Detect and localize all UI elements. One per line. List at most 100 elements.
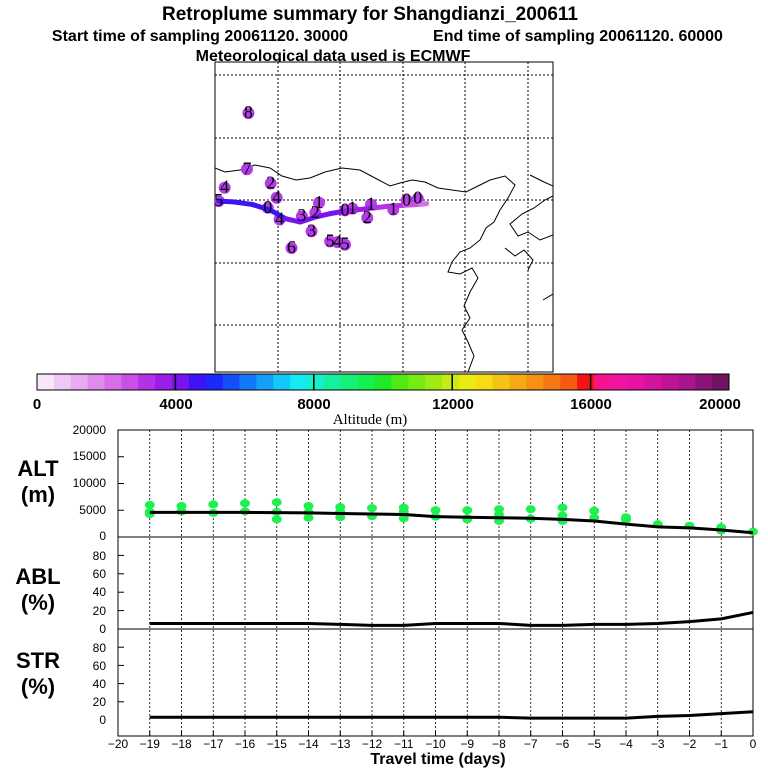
met-data-label: Meteorological data used is ECMWF [196, 48, 471, 65]
colorbar-segment [70, 374, 89, 390]
colorbar-title: Altitude (m) [333, 412, 408, 428]
colorbar-segment [593, 374, 612, 390]
colorbar-tick-label: 20000 [699, 396, 741, 413]
trajectory-segment [312, 211, 333, 220]
colorbar-segment [323, 374, 342, 390]
colorbar-segment [678, 374, 696, 390]
x-tick-label: −6 [556, 737, 570, 751]
colorbar-segment [273, 374, 291, 390]
plume-blob [313, 196, 325, 209]
colorbar-segment [290, 374, 308, 390]
colorbar-tick-label: 16000 [570, 396, 612, 413]
x-tick-label: −11 [394, 737, 414, 751]
str-tick-label: 60 [93, 659, 107, 673]
alt-cluster-point [398, 514, 409, 523]
x-tick-label: −20 [108, 737, 129, 751]
plume-blob [242, 107, 255, 120]
plume-day-label: 1 [348, 198, 357, 218]
plume-day-label: 6 [287, 237, 296, 257]
abl-line [149, 610, 754, 627]
time-series-panels: −20 −19 −18 −17 −16 −15 −14 −13 −12 −11 −10 −9 −8 −7−… [108, 429, 758, 751]
alt-unit: (m) [21, 482, 55, 507]
trajectory-segment [283, 216, 303, 225]
plume-blob [285, 242, 298, 255]
alt-cluster-point [557, 503, 568, 512]
alt-cluster-point [557, 511, 568, 520]
trajectory-segment [416, 201, 430, 207]
colorbar-segment [610, 374, 629, 390]
colorbar-segment [442, 374, 460, 390]
plume-day-label: 8 [244, 102, 253, 122]
plume-blob [218, 181, 231, 194]
plume-day-label: 7 [242, 158, 251, 178]
alt-cluster-point [303, 513, 314, 522]
alt-centroid-line [149, 510, 754, 535]
plume-day-label: 1 [315, 192, 324, 212]
colorbar-segment [138, 374, 156, 390]
map-coastline [504, 247, 534, 271]
plume-day-label: 5 [214, 190, 223, 210]
vertical-gridlines [149, 430, 722, 736]
trajectory-segment [297, 214, 318, 225]
plume-day-label: 0 [413, 188, 422, 208]
trajectory-segment [327, 208, 348, 217]
alt-cluster-point [271, 498, 282, 507]
colorbar-segment [222, 374, 240, 390]
plume-day-label: 2 [266, 173, 275, 193]
colorbar-segment [661, 374, 679, 390]
colorbar-segment [256, 374, 274, 390]
altitude-colorbar [36, 373, 730, 391]
trajectory-segment [231, 199, 255, 207]
alt-label: ALT [17, 456, 59, 481]
map-border [529, 174, 553, 187]
plume-day-label: 3 [297, 205, 306, 225]
colorbar-segment [712, 374, 730, 390]
colorbar-tick-label: 8000 [297, 396, 330, 413]
colorbar-segment [53, 374, 72, 390]
colorbar-segment [425, 374, 443, 390]
colorbar-segment [475, 374, 494, 390]
colorbar-tick-label: 4000 [159, 396, 192, 413]
colorbar-segment [357, 374, 375, 390]
alt-cluster-point [271, 515, 282, 524]
abl-plot [118, 554, 754, 627]
colorbar-segment [627, 374, 646, 390]
abl-label: ABL [15, 564, 60, 589]
abl-tick-label: 20 [93, 604, 107, 618]
alt-cluster-point [589, 506, 600, 515]
plume-day-label: 5 [326, 230, 335, 250]
colorbar-segment [391, 374, 409, 390]
plume-day-label: 0 [341, 199, 350, 219]
plume-day-label: 0 [263, 197, 272, 217]
plume-blob [411, 192, 424, 205]
colorbar-segment [172, 374, 190, 390]
abl-unit: (%) [21, 590, 55, 615]
page-title: Retroplume summary for Shangdianzi_20061… [162, 4, 578, 25]
alt-cluster-point [303, 501, 314, 510]
plume-day-label: 0 [402, 189, 411, 209]
alt-tick-label: 5000 [79, 503, 106, 517]
colorbar-tick-label: 0 [33, 396, 41, 413]
plume-day-label: 4 [220, 177, 229, 197]
map-coastline [542, 293, 553, 301]
x-tick-label: −7 [524, 737, 538, 751]
colorbar-segment [37, 374, 55, 390]
plume-blob [240, 163, 253, 176]
x-tick-label: −12 [362, 737, 383, 751]
colorbar-segment [695, 374, 713, 390]
alt-tick-label: 10000 [73, 476, 107, 490]
str-tick-label: 80 [93, 641, 107, 655]
x-axis-ticks: −20 −19 −18 −17 −16 −15 −14 −13 −12 −11 −10 −9 −8 −7−… [108, 731, 757, 751]
plume-blob [361, 211, 374, 224]
colorbar-segment [408, 374, 426, 390]
map-border [215, 164, 516, 241]
plume-day-label: 4 [275, 209, 284, 229]
alt-cluster-point [462, 506, 473, 515]
map-coastline [447, 239, 481, 372]
abl-tick-label: 80 [93, 549, 107, 563]
colorbar-segment [644, 374, 662, 390]
x-tick-label: −15 [267, 737, 288, 751]
x-tick-label: −16 [235, 737, 256, 751]
abl-tick-label: 0 [99, 622, 106, 636]
